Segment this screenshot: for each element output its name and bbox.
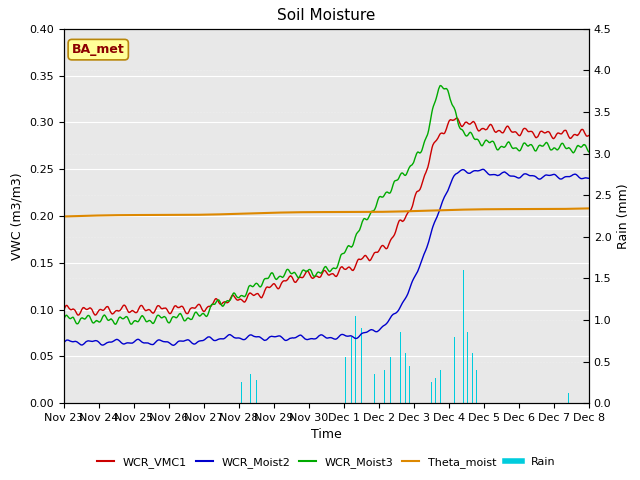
Bar <box>463 270 464 403</box>
X-axis label: Time: Time <box>311 429 342 442</box>
Text: BA_met: BA_met <box>72 43 125 56</box>
Bar <box>454 336 455 403</box>
Bar <box>355 316 356 403</box>
Bar <box>413 374 414 403</box>
Bar <box>379 378 380 403</box>
Bar <box>395 345 396 403</box>
Bar <box>390 358 391 403</box>
Bar <box>467 333 468 403</box>
Bar <box>568 393 569 403</box>
Bar <box>459 287 460 403</box>
Bar <box>431 383 432 403</box>
Bar <box>241 383 242 403</box>
Bar <box>409 366 410 403</box>
Bar <box>308 391 309 403</box>
Title: Soil Moisture: Soil Moisture <box>277 9 376 24</box>
Bar <box>405 353 406 403</box>
Bar <box>361 328 362 403</box>
Y-axis label: VWC (m3/m3): VWC (m3/m3) <box>11 172 24 260</box>
Bar <box>435 378 436 403</box>
Bar <box>476 370 477 403</box>
Legend: WCR_VMC1, WCR_Moist2, WCR_Moist3, Theta_moist, Rain: WCR_VMC1, WCR_Moist2, WCR_Moist3, Theta_… <box>93 453 560 472</box>
Bar <box>250 374 251 403</box>
Bar <box>374 374 375 403</box>
Bar <box>365 349 366 403</box>
Bar <box>370 366 371 403</box>
Y-axis label: Rain (mm): Rain (mm) <box>617 183 630 249</box>
Bar <box>345 358 346 403</box>
Bar <box>256 380 257 403</box>
